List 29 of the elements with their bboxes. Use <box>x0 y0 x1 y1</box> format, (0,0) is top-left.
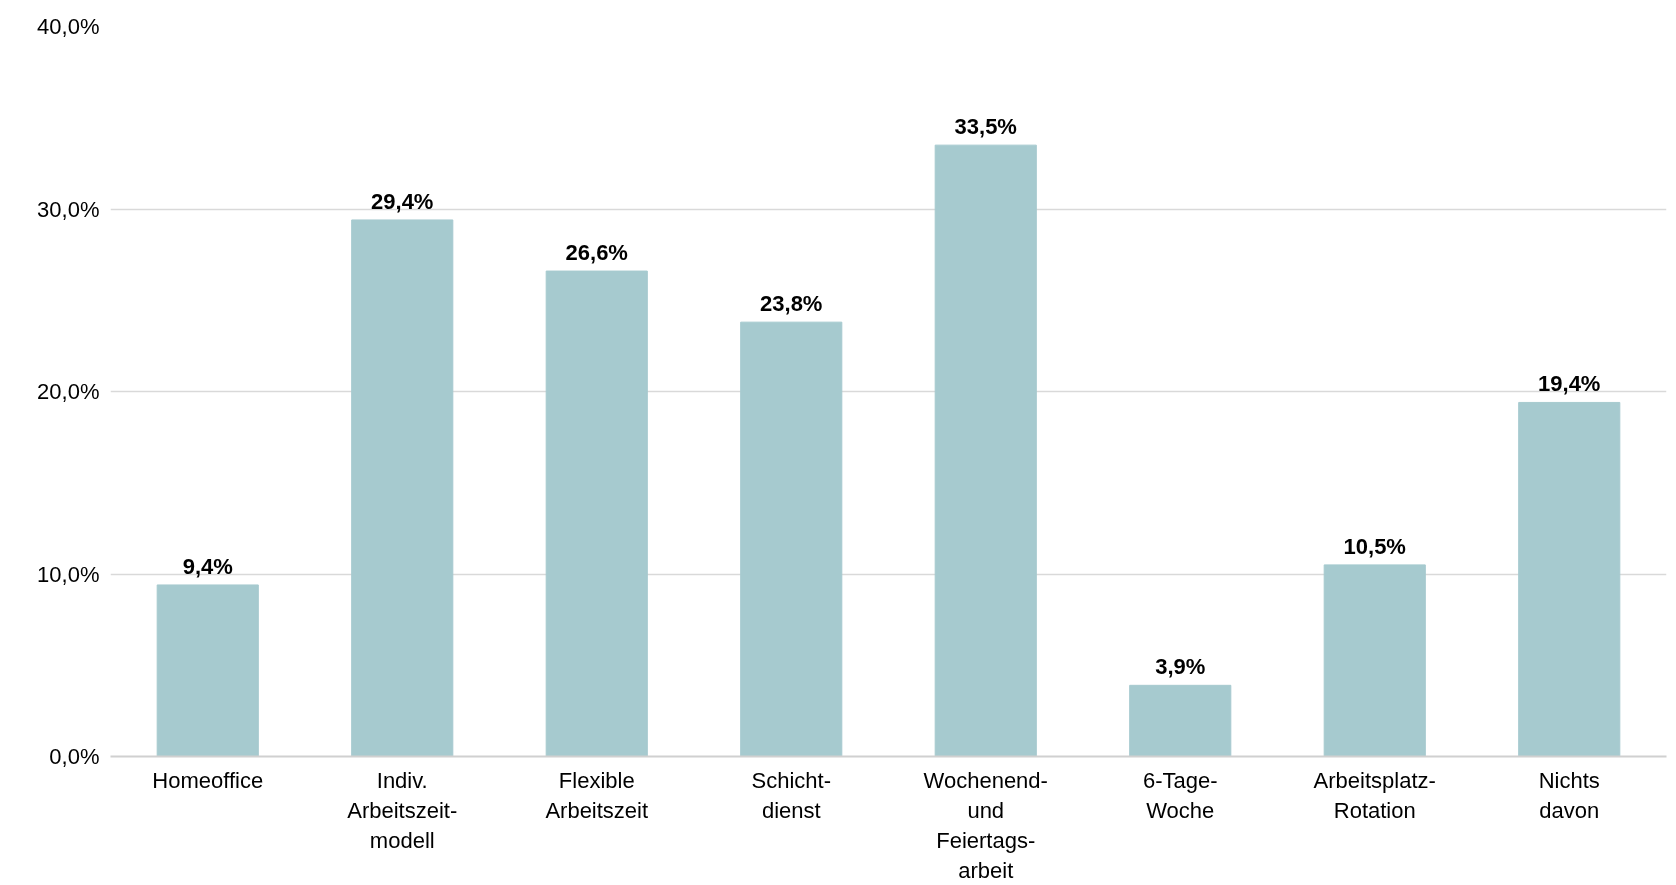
x-tick-label: Homeoffice <box>152 767 264 793</box>
y-tick-label: 0,0% <box>49 744 100 769</box>
x-tick-label: Arbeitsplatz- Rotation <box>1313 767 1436 823</box>
bar <box>156 584 259 757</box>
data-label: 19,4% <box>1538 371 1601 397</box>
y-tick-label: 30,0% <box>37 196 100 222</box>
data-label: 26,6% <box>565 240 628 266</box>
bar <box>1323 564 1426 757</box>
bar <box>545 270 648 757</box>
bar <box>351 219 454 757</box>
bar <box>934 144 1037 757</box>
data-label: 9,4% <box>182 553 233 579</box>
x-tick-label: Indiv. Arbeitszeit- modell <box>347 767 458 853</box>
data-label: 10,5% <box>1343 533 1406 559</box>
data-label: 23,8% <box>760 291 823 317</box>
data-label: 3,9% <box>1155 654 1206 680</box>
y-tick-label: 20,0% <box>37 379 100 404</box>
bar <box>740 321 843 757</box>
bar <box>1518 401 1621 757</box>
data-label: 33,5% <box>954 114 1017 140</box>
data-label: 29,4% <box>371 188 434 214</box>
bar <box>1129 684 1232 757</box>
x-tick-label: 6-Tage- Woche <box>1142 767 1218 823</box>
x-tick-label: Flexible Arbeitszeit <box>545 767 649 823</box>
y-tick-label: 10,0% <box>37 561 100 587</box>
y-tick-label: 40,0% <box>37 14 100 39</box>
x-tick-label: Wochenend- und Feiertags- arbeit <box>923 767 1048 883</box>
x-tick-label: Nichts davon <box>1538 767 1600 823</box>
x-tick-label: Schicht- dienst <box>751 767 831 823</box>
